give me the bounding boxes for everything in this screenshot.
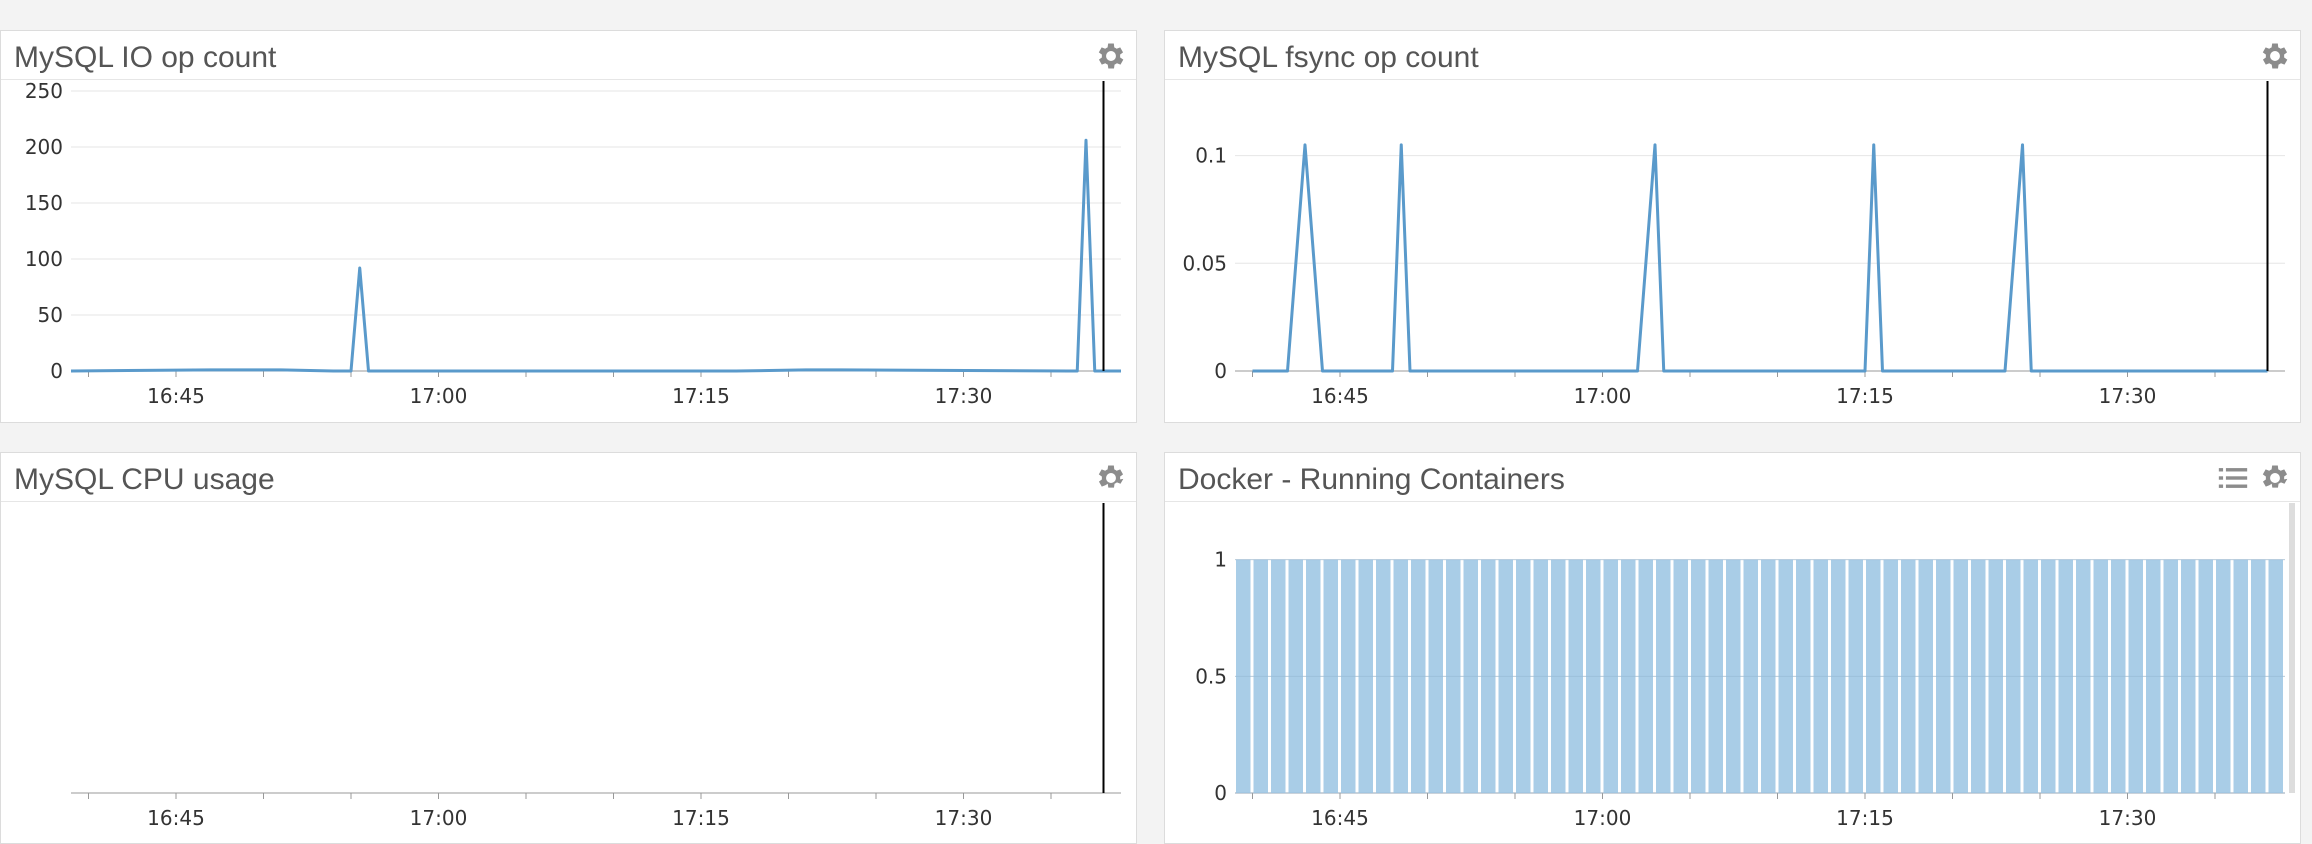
y-tick-label: 0.5 [1195, 664, 1227, 688]
x-tick-label: 16:45 [147, 806, 205, 830]
x-tick-label: 17:15 [672, 384, 730, 408]
widget-icons [2216, 461, 2292, 495]
x-tick-label: 16:45 [147, 384, 205, 408]
x-tick-label: 16:45 [1311, 384, 1369, 408]
y-tick-label: 0 [1214, 781, 1227, 805]
widget-header: MySQL fsync op count [1165, 31, 2300, 80]
y-tick-label: 0 [50, 359, 63, 383]
scroll-handle [2289, 503, 2295, 793]
y-tick-label: 200 [25, 135, 63, 159]
gear-icon[interactable] [2258, 461, 2292, 495]
x-tick-label: 17:30 [2099, 806, 2157, 830]
gear-icon[interactable] [1094, 461, 1128, 495]
chart-mysql-fsync-op-count: 0 0.05 0.1 16:45 17:00 17:15 17:30 [1182, 81, 2285, 408]
x-tick-label: 17:00 [1574, 384, 1632, 408]
y-tick-label: 0 [1214, 359, 1227, 383]
x-tick-label: 17:30 [2099, 384, 2157, 408]
x-tick-label: 17:30 [935, 806, 993, 830]
gear-icon[interactable] [1094, 39, 1128, 73]
x-tick-label: 17:15 [672, 806, 730, 830]
widget-title: MySQL fsync op count [1178, 41, 1479, 74]
y-tick-label: 150 [25, 191, 63, 215]
widget-icons [1094, 461, 1128, 495]
widget-icons [1094, 39, 1128, 73]
series-line [70, 138, 1121, 373]
widget-docker-running-containers: Docker - Running Containers 0 0.5 1 16:45 17… [1164, 452, 2301, 844]
widget-icons [2258, 39, 2292, 73]
x-tick-label: 17:15 [1836, 384, 1894, 408]
y-tick-label: 250 [25, 79, 63, 103]
series-line [1252, 143, 2268, 373]
list-icon[interactable] [2216, 461, 2250, 495]
gear-icon[interactable] [2258, 39, 2292, 73]
chart-docker-running-containers: 0 0.5 1 16:45 17:00 17:15 17:30 [1195, 503, 2295, 830]
x-tick-label: 17:30 [935, 384, 993, 408]
widget-header: MySQL CPU usage [1, 453, 1136, 502]
y-tick-label: 50 [38, 303, 63, 327]
widget-header: Docker - Running Containers [1165, 453, 2300, 502]
chart-mysql-io-op-count: 0 50 100 150 200 250 16:45 17:00 17:15 17:30 [25, 79, 1121, 408]
y-tick-label: 1 [1214, 548, 1227, 572]
widget-header: MySQL IO op count [1, 31, 1136, 80]
x-tick-label: 17:00 [410, 806, 468, 830]
widget-mysql-io-op-count: MySQL IO op count 0 50 100 150 200 250 16:45 17… [0, 30, 1137, 423]
y-tick-label: 0.1 [1195, 144, 1227, 168]
widget-mysql-cpu-usage: MySQL CPU usage 16:45 17:00 17:15 17:30 [0, 452, 1137, 844]
x-tick-label: 16:45 [1311, 806, 1369, 830]
widget-title: MySQL IO op count [14, 41, 277, 74]
widget-title: Docker - Running Containers [1178, 463, 1565, 496]
y-tick-label: 100 [25, 247, 63, 271]
widget-title: MySQL CPU usage [14, 463, 275, 496]
chart-mysql-cpu-usage: 16:45 17:00 17:15 17:30 [71, 503, 1121, 830]
widget-mysql-fsync-op-count: MySQL fsync op count 0 0.05 0.1 16:45 17:00 1… [1164, 30, 2301, 423]
x-tick-label: 17:15 [1836, 806, 1894, 830]
y-tick-label: 0.05 [1182, 251, 1227, 275]
x-tick-label: 17:00 [410, 384, 468, 408]
x-tick-label: 17:00 [1574, 806, 1632, 830]
